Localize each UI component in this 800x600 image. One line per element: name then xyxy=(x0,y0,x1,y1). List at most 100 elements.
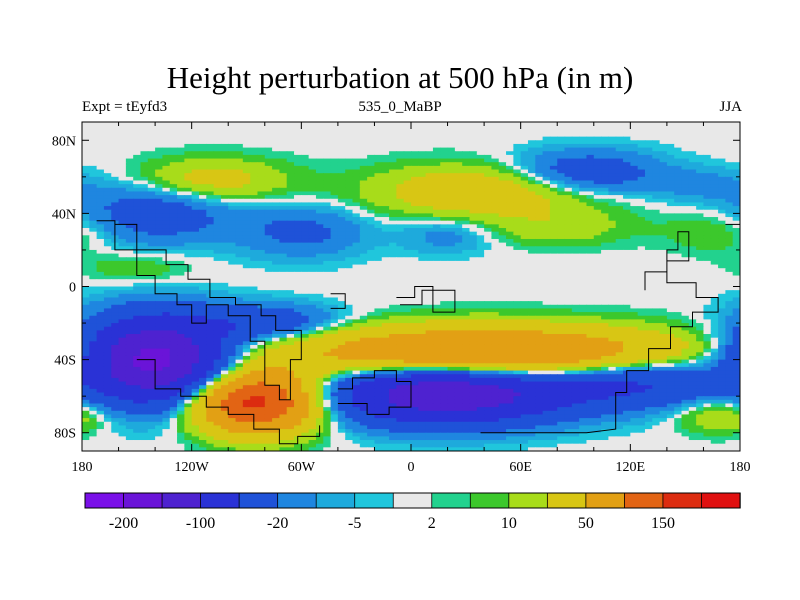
field-cell xyxy=(147,122,156,127)
field-cell xyxy=(389,297,397,302)
field-cell xyxy=(286,290,295,295)
field-cell xyxy=(133,290,142,295)
field-cell xyxy=(491,238,500,244)
field-cell xyxy=(111,209,120,214)
field-cell xyxy=(718,264,726,269)
field-cell xyxy=(118,195,127,200)
field-cell xyxy=(666,165,675,171)
field-cell xyxy=(696,264,705,269)
field-cell xyxy=(674,140,683,145)
field-cell xyxy=(169,304,178,310)
field-cell xyxy=(674,147,683,152)
field-cell xyxy=(279,136,288,141)
field-cell xyxy=(403,286,412,291)
field-cell xyxy=(476,136,485,141)
field-cell xyxy=(681,282,690,288)
field-cell xyxy=(659,297,668,302)
field-cell xyxy=(286,184,295,189)
field-cell xyxy=(89,162,98,167)
field-cell xyxy=(506,198,514,204)
field-cell xyxy=(228,158,237,163)
field-cell xyxy=(601,136,609,141)
field-cell xyxy=(549,195,558,200)
field-cell xyxy=(367,275,376,280)
field-cell xyxy=(140,319,149,324)
field-cell xyxy=(359,220,368,225)
field-cell xyxy=(579,202,588,207)
field-cell xyxy=(242,293,251,299)
field-cell xyxy=(652,198,661,204)
field-cell xyxy=(696,122,705,127)
field-cell xyxy=(206,253,215,258)
field-cell xyxy=(696,246,705,251)
field-cell xyxy=(140,143,149,149)
field-cell xyxy=(125,122,134,127)
field-cell xyxy=(644,140,653,145)
field-cell xyxy=(389,151,397,156)
field-cell xyxy=(272,176,280,182)
field-cell xyxy=(447,176,456,182)
field-cell xyxy=(308,184,317,189)
field-cell xyxy=(140,312,149,317)
field-cell xyxy=(177,224,185,229)
field-cell xyxy=(418,260,427,266)
field-cell xyxy=(177,268,185,273)
field-cell xyxy=(498,231,507,236)
field-cell xyxy=(155,308,164,313)
field-cell xyxy=(264,180,273,185)
field-cell xyxy=(557,249,566,255)
field-cell xyxy=(337,129,346,134)
field-cell xyxy=(440,308,449,313)
field-cell xyxy=(630,260,639,266)
field-cell xyxy=(491,195,500,200)
field-cell xyxy=(82,235,90,240)
field-cell xyxy=(703,140,712,145)
field-cell xyxy=(359,293,368,299)
field-cell xyxy=(352,286,361,291)
field-cell xyxy=(308,198,317,204)
field-cell xyxy=(220,173,229,178)
field-cell xyxy=(549,238,558,244)
field-cell xyxy=(571,151,580,156)
field-cell xyxy=(169,140,178,145)
field-cell xyxy=(491,231,500,236)
field-cell xyxy=(111,132,120,138)
field-cell xyxy=(732,257,740,262)
field-cell xyxy=(294,143,302,149)
field-cell xyxy=(593,279,602,284)
field-cell xyxy=(162,315,171,320)
field-cell xyxy=(506,202,514,207)
field-cell xyxy=(425,246,434,251)
field-cell xyxy=(623,312,631,317)
field-cell xyxy=(535,238,544,244)
field-cell xyxy=(718,228,726,233)
field-cell xyxy=(506,217,514,222)
field-cell xyxy=(257,158,266,163)
field-cell xyxy=(96,187,105,193)
field-cell xyxy=(286,301,295,306)
field-cell xyxy=(389,213,397,218)
field-cell xyxy=(688,235,697,240)
field-cell xyxy=(264,191,273,196)
field-cell xyxy=(411,264,419,269)
field-cell xyxy=(162,271,171,277)
field-cell xyxy=(484,231,493,236)
field-cell xyxy=(213,297,222,302)
field-cell xyxy=(403,268,412,273)
field-cell xyxy=(125,257,134,262)
field-cell xyxy=(294,169,302,174)
field-cell xyxy=(557,220,566,225)
field-cell xyxy=(506,286,514,291)
field-cell xyxy=(367,323,376,328)
field-cell xyxy=(527,125,536,130)
field-cell xyxy=(286,125,295,130)
field-cell xyxy=(294,253,302,258)
field-cell xyxy=(623,206,631,211)
field-cell xyxy=(257,323,266,328)
field-cell xyxy=(323,169,332,174)
field-cell xyxy=(535,184,544,189)
field-cell xyxy=(725,286,734,291)
field-cell xyxy=(644,122,653,127)
field-cell xyxy=(389,279,397,284)
field-cell xyxy=(718,195,726,200)
